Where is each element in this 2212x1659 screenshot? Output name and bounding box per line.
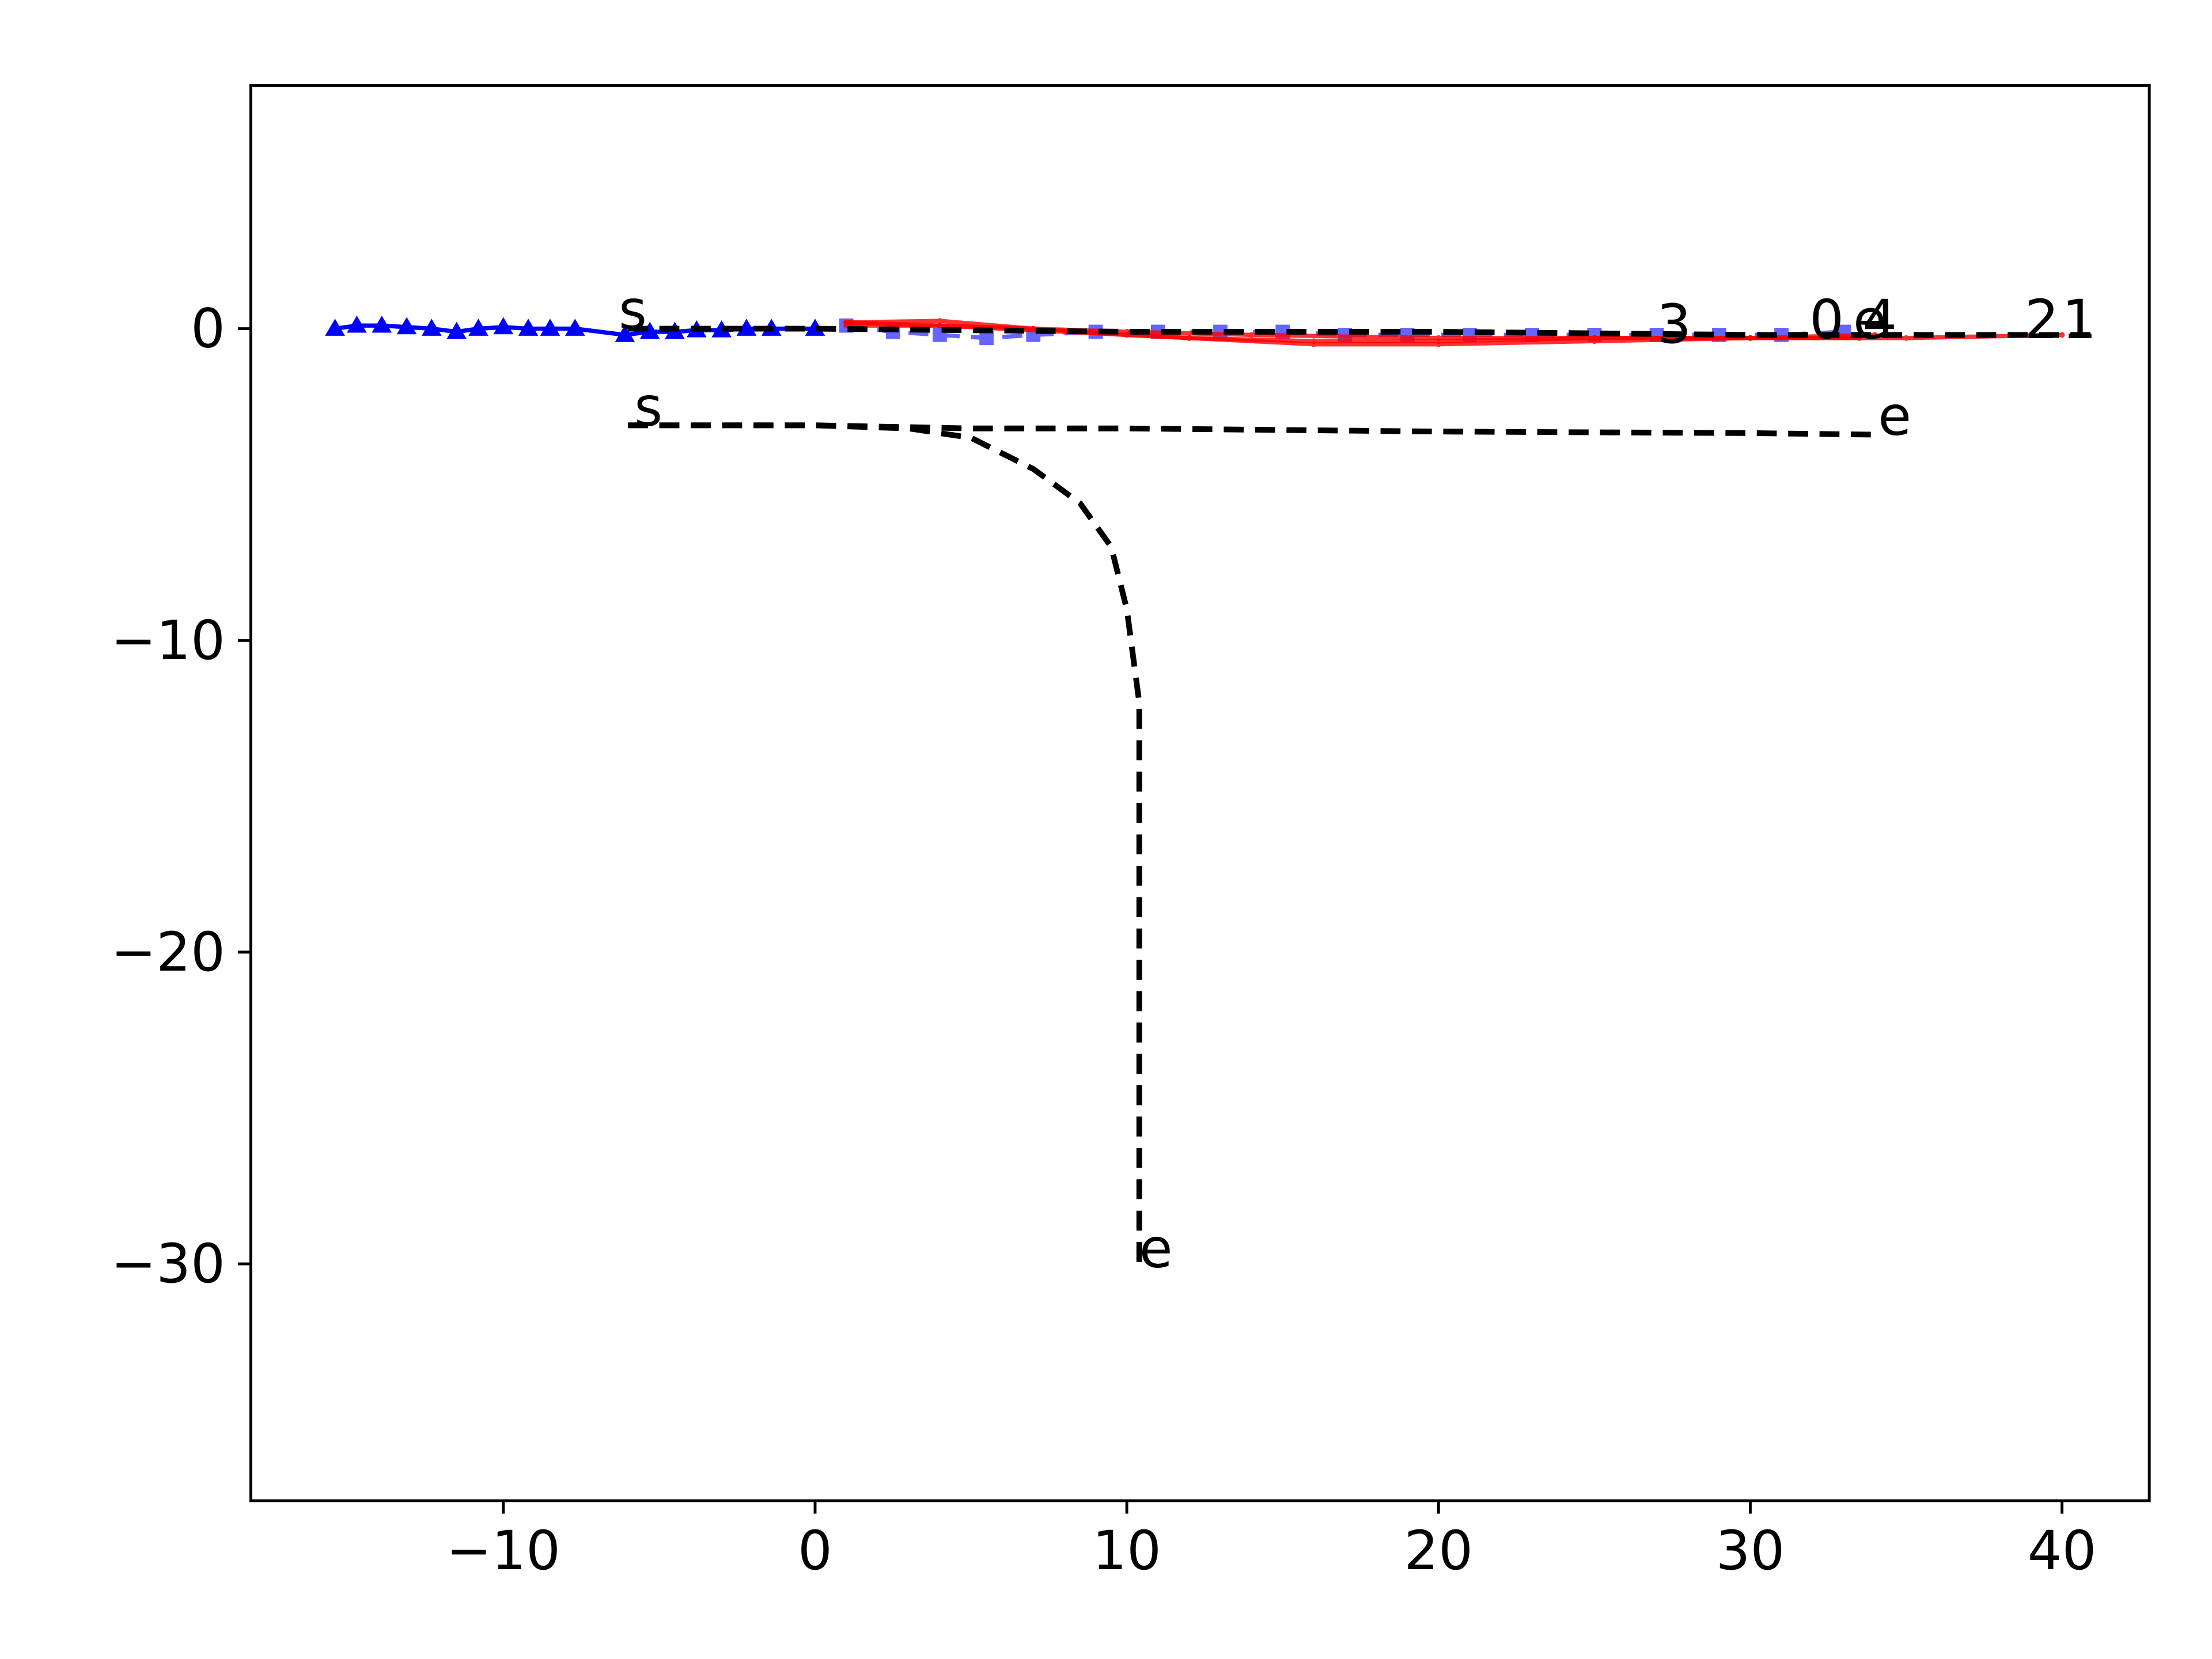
x-tick-label: 40 xyxy=(2028,1520,2097,1582)
x-tick-label: 30 xyxy=(1716,1520,1785,1582)
marker xyxy=(518,319,539,336)
plot xyxy=(325,315,2093,1264)
marker xyxy=(1061,329,1067,335)
marker xyxy=(565,319,585,336)
x-tick-label: 0 xyxy=(798,1520,832,1582)
annotation: 4 xyxy=(1862,289,1897,351)
y-tick-label: 0 xyxy=(191,298,225,361)
x-tick-label: 20 xyxy=(1404,1520,1473,1582)
y-tick-label: −20 xyxy=(111,921,225,984)
annotation: e xyxy=(1139,1217,1173,1280)
y-tick-label: −30 xyxy=(111,1233,225,1296)
marker xyxy=(1435,338,1442,344)
series xyxy=(628,325,2093,338)
annotation: s xyxy=(634,376,662,438)
marker xyxy=(1903,335,1909,341)
axes-frame xyxy=(249,84,2151,1502)
annotation: s xyxy=(619,279,647,342)
marker xyxy=(468,319,488,336)
y-tick-label: −10 xyxy=(111,609,225,672)
marker xyxy=(347,315,367,333)
marker xyxy=(843,319,850,325)
marker xyxy=(1310,338,1317,344)
marker xyxy=(493,317,514,335)
marker xyxy=(937,318,943,324)
marker xyxy=(2059,332,2065,338)
plot-area xyxy=(251,85,2150,1501)
marker xyxy=(615,325,635,342)
marker xyxy=(396,317,417,335)
annotation: e xyxy=(1853,289,1887,351)
marker xyxy=(325,319,345,336)
marker xyxy=(446,321,467,339)
series-line xyxy=(628,422,1142,1264)
series xyxy=(628,422,1142,1264)
x-tick-label: −10 xyxy=(446,1520,560,1582)
annotation: e xyxy=(1878,385,1911,448)
marker xyxy=(1591,335,1597,341)
marker xyxy=(937,323,943,329)
x-tick-label: 10 xyxy=(1092,1520,1161,1582)
marker xyxy=(422,319,442,336)
marker xyxy=(540,319,560,336)
marker xyxy=(639,321,660,339)
marker xyxy=(1248,332,1255,338)
annotation: 1 xyxy=(2062,289,2097,351)
marker xyxy=(1747,335,1753,341)
marker xyxy=(736,319,757,336)
annotation: 3 xyxy=(1657,293,1691,356)
marker xyxy=(1186,335,1192,341)
marker xyxy=(372,315,392,333)
marker xyxy=(1872,332,1878,338)
series-line xyxy=(628,325,2093,338)
marker xyxy=(711,320,732,338)
annotation: 0 xyxy=(1809,289,1844,351)
annotation: 2 xyxy=(2025,289,2059,351)
